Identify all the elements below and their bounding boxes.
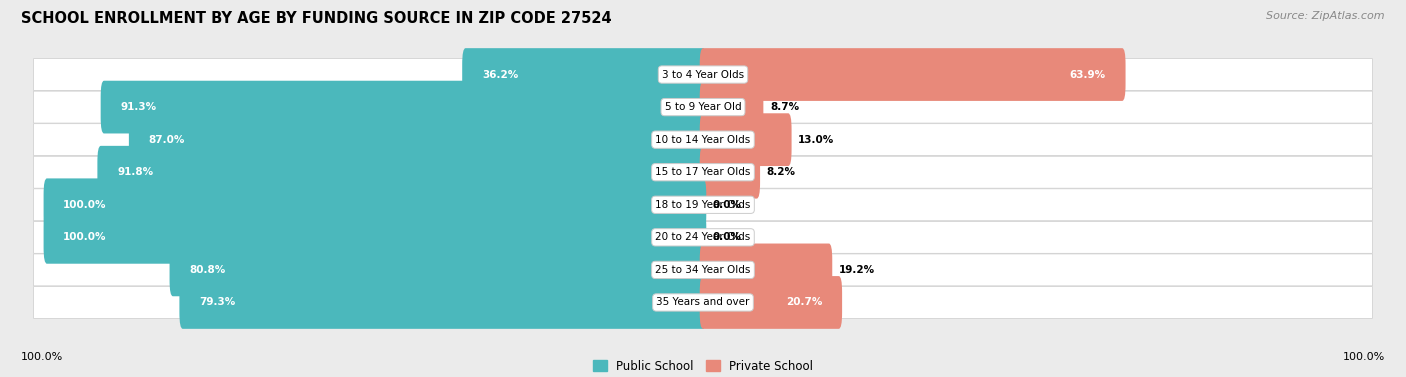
FancyBboxPatch shape: [34, 156, 1372, 188]
Text: 79.3%: 79.3%: [200, 297, 235, 308]
FancyBboxPatch shape: [97, 146, 706, 199]
Text: 87.0%: 87.0%: [149, 135, 186, 145]
Text: Source: ZipAtlas.com: Source: ZipAtlas.com: [1267, 11, 1385, 21]
FancyBboxPatch shape: [180, 276, 706, 329]
FancyBboxPatch shape: [34, 287, 1372, 319]
FancyBboxPatch shape: [44, 178, 706, 231]
Text: 5 to 9 Year Old: 5 to 9 Year Old: [665, 102, 741, 112]
Text: SCHOOL ENROLLMENT BY AGE BY FUNDING SOURCE IN ZIP CODE 27524: SCHOOL ENROLLMENT BY AGE BY FUNDING SOUR…: [21, 11, 612, 26]
Text: 3 to 4 Year Olds: 3 to 4 Year Olds: [662, 69, 744, 80]
FancyBboxPatch shape: [34, 189, 1372, 221]
Text: 100.0%: 100.0%: [63, 232, 107, 242]
FancyBboxPatch shape: [34, 124, 1372, 156]
Text: 100.0%: 100.0%: [1343, 352, 1385, 362]
Text: 20.7%: 20.7%: [786, 297, 823, 308]
Text: 80.8%: 80.8%: [190, 265, 225, 275]
FancyBboxPatch shape: [34, 58, 1372, 90]
Text: 10 to 14 Year Olds: 10 to 14 Year Olds: [655, 135, 751, 145]
Text: 19.2%: 19.2%: [839, 265, 875, 275]
Text: 100.0%: 100.0%: [21, 352, 63, 362]
Text: 35 Years and over: 35 Years and over: [657, 297, 749, 308]
FancyBboxPatch shape: [700, 81, 763, 133]
FancyBboxPatch shape: [700, 146, 761, 199]
Text: 20 to 24 Year Olds: 20 to 24 Year Olds: [655, 232, 751, 242]
Text: 13.0%: 13.0%: [799, 135, 834, 145]
Text: 15 to 17 Year Olds: 15 to 17 Year Olds: [655, 167, 751, 177]
FancyBboxPatch shape: [700, 276, 842, 329]
Text: 91.8%: 91.8%: [117, 167, 153, 177]
FancyBboxPatch shape: [129, 113, 706, 166]
FancyBboxPatch shape: [44, 211, 706, 264]
FancyBboxPatch shape: [463, 48, 706, 101]
Text: 25 to 34 Year Olds: 25 to 34 Year Olds: [655, 265, 751, 275]
Text: 8.7%: 8.7%: [770, 102, 799, 112]
Text: 18 to 19 Year Olds: 18 to 19 Year Olds: [655, 200, 751, 210]
Text: 63.9%: 63.9%: [1070, 69, 1107, 80]
Text: 8.2%: 8.2%: [766, 167, 796, 177]
FancyBboxPatch shape: [700, 113, 792, 166]
FancyBboxPatch shape: [700, 48, 1126, 101]
FancyBboxPatch shape: [34, 221, 1372, 253]
FancyBboxPatch shape: [170, 244, 706, 296]
FancyBboxPatch shape: [700, 244, 832, 296]
Text: 100.0%: 100.0%: [63, 200, 107, 210]
FancyBboxPatch shape: [101, 81, 706, 133]
Text: 36.2%: 36.2%: [482, 69, 519, 80]
FancyBboxPatch shape: [34, 91, 1372, 123]
Text: 0.0%: 0.0%: [713, 232, 742, 242]
Text: 91.3%: 91.3%: [121, 102, 156, 112]
Text: 0.0%: 0.0%: [713, 200, 742, 210]
FancyBboxPatch shape: [34, 254, 1372, 286]
Legend: Public School, Private School: Public School, Private School: [588, 355, 818, 377]
